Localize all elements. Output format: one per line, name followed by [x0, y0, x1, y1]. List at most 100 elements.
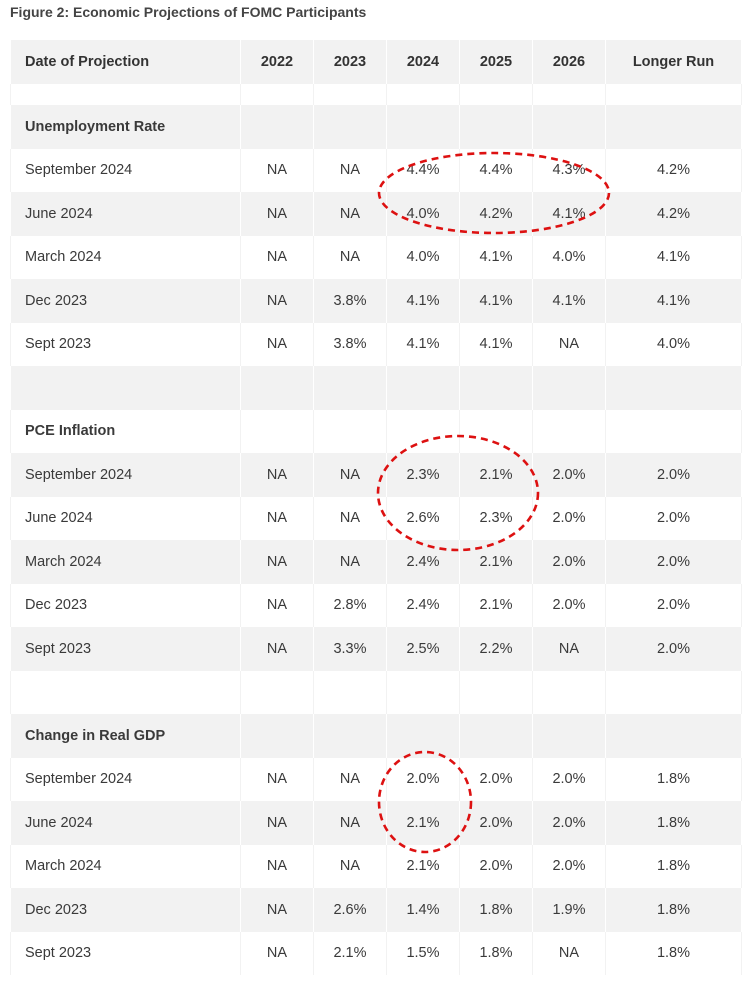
row-label: March 2024: [10, 235, 241, 279]
value-cell: 2.8%: [313, 583, 387, 627]
table-row: March 2024 NA NA 4.0% 4.1% 4.0% 4.1%: [10, 235, 742, 279]
empty-cell: [313, 409, 387, 453]
spacer-cell: [10, 84, 241, 105]
value-cell: NA: [240, 757, 314, 801]
row-label: June 2024: [10, 496, 241, 540]
row-label: September 2024: [10, 148, 241, 192]
value-cell: 2.0%: [532, 540, 606, 584]
section-title: Change in Real GDP: [10, 714, 241, 758]
value-cell: 2.0%: [605, 453, 742, 497]
row-label: March 2024: [10, 844, 241, 888]
value-cell: 4.0%: [386, 235, 460, 279]
value-cell: 2.3%: [459, 496, 533, 540]
empty-cell: [313, 105, 387, 149]
spacer-cell: [532, 84, 606, 105]
value-cell: NA: [240, 496, 314, 540]
value-cell: 3.8%: [313, 279, 387, 323]
spacer-cell: [459, 84, 533, 105]
value-cell: NA: [532, 931, 606, 975]
value-cell: 2.1%: [313, 931, 387, 975]
value-cell: NA: [313, 757, 387, 801]
spacer-cell: [386, 84, 460, 105]
value-cell: 1.8%: [459, 888, 533, 932]
value-cell: 2.1%: [386, 801, 460, 845]
empty-cell: [605, 409, 742, 453]
column-header: 2024: [386, 40, 460, 84]
value-cell: 2.1%: [459, 583, 533, 627]
table-row: Dec 2023 NA 3.8% 4.1% 4.1% 4.1% 4.1%: [10, 279, 742, 323]
value-cell: 2.0%: [532, 844, 606, 888]
row-label: September 2024: [10, 757, 241, 801]
value-cell: 2.6%: [386, 496, 460, 540]
value-cell: NA: [313, 496, 387, 540]
table-row: June 2024 NA NA 2.1% 2.0% 2.0% 1.8%: [10, 801, 742, 845]
value-cell: 2.0%: [532, 801, 606, 845]
spacer-cell: [240, 84, 314, 105]
projections-table: Date of Projection 2022 2023 2024 2025 2…: [10, 40, 742, 975]
table-row: September 2024 NA NA 4.4% 4.4% 4.3% 4.2%: [10, 148, 742, 192]
table-row: September 2024 NA NA 2.3% 2.1% 2.0% 2.0%: [10, 453, 742, 497]
empty-cell: [459, 714, 533, 758]
section-title: PCE Inflation: [10, 409, 241, 453]
spacer-cell: [313, 670, 387, 714]
table-row: June 2024 NA NA 4.0% 4.2% 4.1% 4.2%: [10, 192, 742, 236]
figure-caption: Figure 2: Economic Projections of FOMC P…: [10, 4, 367, 20]
value-cell: 2.0%: [532, 757, 606, 801]
value-cell: NA: [532, 627, 606, 671]
empty-cell: [240, 409, 314, 453]
empty-cell: [313, 714, 387, 758]
section-header-row: Unemployment Rate: [10, 105, 742, 149]
spacer-row: [10, 366, 742, 410]
row-label: Dec 2023: [10, 888, 241, 932]
value-cell: 1.8%: [459, 931, 533, 975]
value-cell: NA: [240, 279, 314, 323]
row-label: March 2024: [10, 540, 241, 584]
table-row: March 2024 NA NA 2.4% 2.1% 2.0% 2.0%: [10, 540, 742, 584]
value-cell: NA: [240, 801, 314, 845]
row-label: June 2024: [10, 801, 241, 845]
spacer-cell: [313, 84, 387, 105]
empty-cell: [240, 714, 314, 758]
empty-cell: [605, 105, 742, 149]
value-cell: NA: [240, 192, 314, 236]
header-row: Date of Projection 2022 2023 2024 2025 2…: [10, 40, 742, 84]
column-header: 2023: [313, 40, 387, 84]
empty-cell: [386, 105, 460, 149]
value-cell: 4.1%: [532, 279, 606, 323]
empty-cell: [532, 409, 606, 453]
value-cell: 1.9%: [532, 888, 606, 932]
spacer-cell: [240, 670, 314, 714]
value-cell: 2.1%: [459, 453, 533, 497]
value-cell: 1.8%: [605, 931, 742, 975]
value-cell: 2.6%: [313, 888, 387, 932]
value-cell: 4.1%: [386, 279, 460, 323]
empty-cell: [386, 409, 460, 453]
table-row: Sept 2023 NA 3.8% 4.1% 4.1% NA 4.0%: [10, 322, 742, 366]
value-cell: NA: [240, 540, 314, 584]
column-header: 2022: [240, 40, 314, 84]
value-cell: 2.0%: [459, 757, 533, 801]
section-header-row: Change in Real GDP: [10, 714, 742, 758]
value-cell: NA: [532, 322, 606, 366]
value-cell: NA: [313, 453, 387, 497]
table-row: June 2024 NA NA 2.6% 2.3% 2.0% 2.0%: [10, 496, 742, 540]
value-cell: NA: [240, 322, 314, 366]
row-label: Sept 2023: [10, 627, 241, 671]
spacer-cell: [532, 366, 606, 410]
value-cell: 2.4%: [386, 583, 460, 627]
value-cell: 4.0%: [386, 192, 460, 236]
value-cell: 4.0%: [532, 235, 606, 279]
column-header: Date of Projection: [10, 40, 241, 84]
value-cell: NA: [313, 192, 387, 236]
value-cell: 4.2%: [605, 192, 742, 236]
value-cell: 4.1%: [386, 322, 460, 366]
table-row: September 2024 NA NA 2.0% 2.0% 2.0% 1.8%: [10, 757, 742, 801]
value-cell: 2.0%: [605, 496, 742, 540]
value-cell: 2.0%: [459, 844, 533, 888]
value-cell: 1.8%: [605, 888, 742, 932]
value-cell: 2.0%: [459, 801, 533, 845]
table-body: Unemployment Rate September 2024 NA NA 4.4% 4…: [10, 84, 742, 975]
value-cell: 2.0%: [605, 627, 742, 671]
spacer-cell: [240, 366, 314, 410]
value-cell: 1.4%: [386, 888, 460, 932]
